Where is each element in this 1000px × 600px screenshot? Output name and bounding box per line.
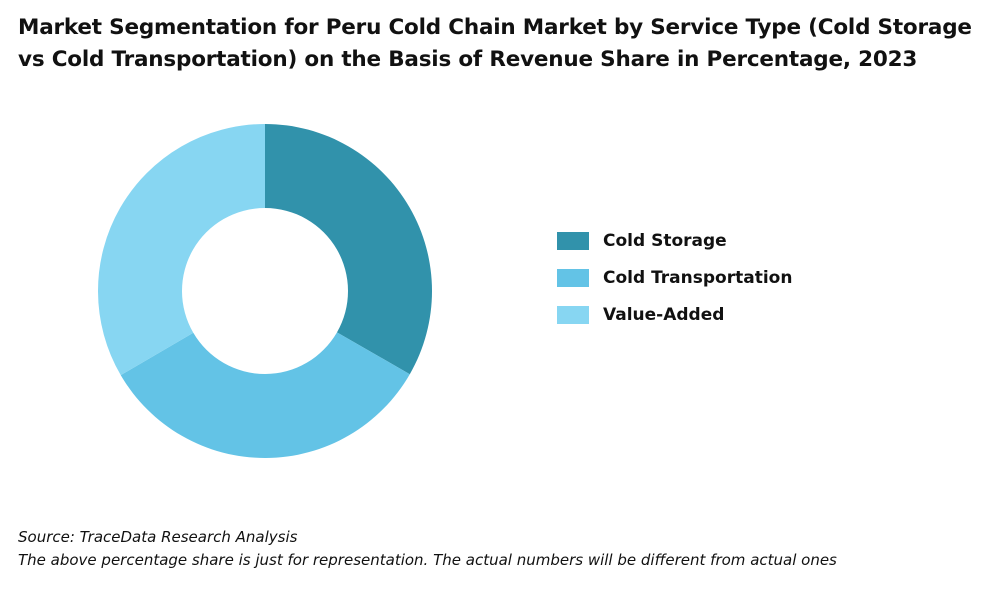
legend-swatch <box>557 231 589 250</box>
donut-slice-cold-transportation[interactable] <box>120 332 410 458</box>
legend-swatch <box>557 305 589 324</box>
legend-label: Cold Storage <box>603 230 727 251</box>
legend-swatch <box>557 268 589 287</box>
source-note: Source: TraceData Research Analysis <box>18 528 298 546</box>
chart-legend: Cold Storage Cold Transportation Value-A… <box>557 222 792 333</box>
donut-slice-value-added[interactable] <box>97 123 265 376</box>
chart-title: Market Segmentation for Peru Cold Chain … <box>18 15 972 72</box>
donut-chart <box>97 123 432 458</box>
donut-slices <box>97 123 432 458</box>
donut-slice-cold-storage[interactable] <box>265 124 432 375</box>
legend-label: Value-Added <box>603 304 725 325</box>
disclaimer-note: The above percentage share is just for r… <box>18 551 837 569</box>
legend-item-value-added[interactable]: Value-Added <box>557 296 792 333</box>
legend-label: Cold Transportation <box>603 267 793 288</box>
legend-item-cold-storage[interactable]: Cold Storage <box>557 222 792 259</box>
legend-item-cold-transportation[interactable]: Cold Transportation <box>557 259 792 296</box>
